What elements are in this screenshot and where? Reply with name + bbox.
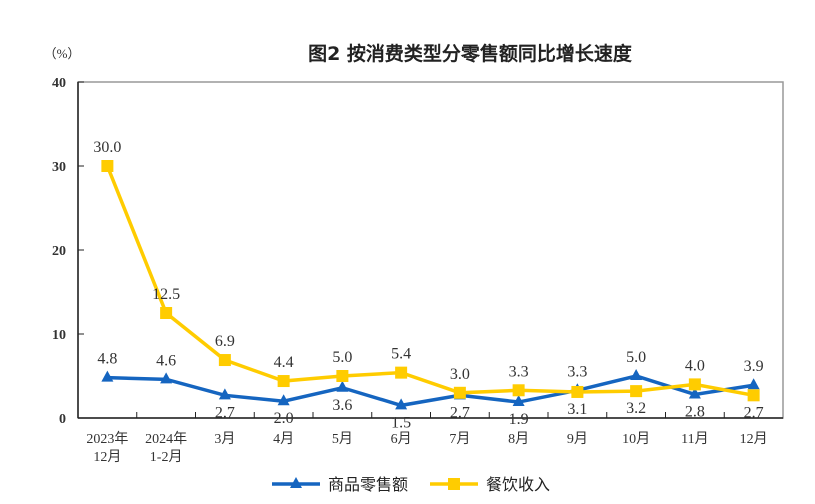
data-label: 2.7: [215, 404, 235, 421]
data-label: 5.4: [391, 346, 411, 363]
data-point-triangle: [101, 370, 114, 382]
legend-marker-square: [448, 478, 460, 490]
x-tick-label: 1-2月: [150, 449, 183, 465]
data-point-square: [395, 366, 408, 379]
data-point-triangle: [747, 378, 760, 390]
data-label: 3.2: [626, 400, 646, 417]
data-point-square: [336, 370, 349, 382]
x-tick-label: 8月: [508, 431, 529, 447]
data-point-square: [101, 160, 114, 172]
data-label: 2.7: [744, 404, 764, 421]
data-label: 5.0: [332, 349, 352, 366]
x-tick-label: 11月: [681, 431, 708, 447]
y-tick-label: 30: [52, 160, 66, 175]
data-label: 1.5: [391, 414, 411, 431]
x-tick-label: 12月: [93, 449, 121, 465]
y-tick-label: 10: [52, 328, 66, 343]
data-point-triangle: [512, 395, 525, 407]
data-label: 2.7: [450, 404, 470, 421]
legend-label: 餐饮收入: [486, 476, 550, 494]
data-label: 2.0: [274, 410, 294, 427]
x-tick-label: 9月: [567, 431, 588, 447]
x-tick-label: 7月: [449, 431, 470, 447]
x-tick-label: 10月: [622, 431, 650, 447]
legend-marker-triangle: [290, 477, 302, 488]
data-label: 3.6: [332, 397, 352, 414]
data-label: 3.3: [567, 363, 587, 380]
x-tick-label: 2024年: [145, 431, 187, 447]
y-tick-label: 20: [52, 244, 66, 259]
data-label: 3.1: [567, 401, 587, 418]
data-point-triangle: [160, 372, 173, 384]
data-label: 4.8: [97, 351, 117, 368]
y-axis-unit: （%）: [44, 46, 81, 61]
data-point-square: [630, 385, 643, 398]
data-point-square: [160, 307, 173, 319]
data-label: 5.0: [626, 349, 646, 366]
y-tick-label: 0: [59, 412, 66, 427]
data-label: 4.0: [685, 357, 705, 374]
x-tick-label: 12月: [740, 431, 768, 447]
data-label: 3.3: [509, 363, 529, 380]
data-point-triangle: [218, 388, 231, 400]
data-label: 2.8: [685, 403, 705, 420]
data-point-square: [218, 354, 231, 367]
data-point-square: [453, 386, 466, 399]
data-point-triangle: [336, 380, 349, 392]
data-point-square: [747, 389, 760, 402]
data-label: 3.9: [744, 358, 764, 375]
data-point-triangle: [630, 369, 643, 380]
data-label: 4.6: [156, 352, 176, 369]
x-tick-label: 4月: [273, 431, 294, 447]
data-label: 3.0: [450, 366, 470, 383]
data-label: 6.9: [215, 333, 235, 350]
data-point-square: [512, 384, 525, 397]
chart-title: 图2 按消费类型分零售额同比增长速度: [308, 42, 633, 65]
data-label: 1.9: [509, 411, 529, 428]
data-point-triangle: [277, 394, 290, 406]
y-tick-label: 40: [52, 76, 66, 91]
data-point-triangle: [688, 387, 701, 399]
x-tick-label: 3月: [214, 431, 235, 447]
data-label: 12.5: [152, 286, 180, 303]
x-tick-label: 2023年: [86, 431, 128, 447]
data-label: 30.0: [93, 139, 121, 156]
plot-frame: [77, 81, 784, 419]
data-label: 4.4: [274, 354, 294, 371]
data-point-square: [277, 375, 290, 388]
series-line: [107, 374, 754, 408]
x-tick-label: 6月: [391, 431, 412, 447]
legend-label: 商品零售额: [328, 476, 408, 494]
x-tick-label: 5月: [332, 431, 353, 447]
series-line: [105, 165, 754, 398]
data-point-square: [688, 378, 701, 391]
data-point-triangle: [395, 398, 408, 410]
data-point-square: [571, 385, 584, 398]
